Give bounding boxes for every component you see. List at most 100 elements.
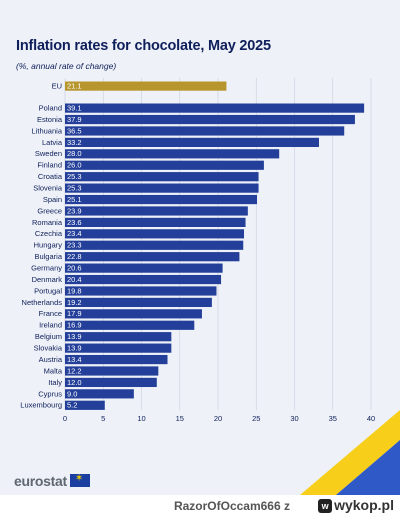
category-label: Croatia (38, 172, 63, 181)
value-label: 20.6 (67, 264, 82, 273)
bar (65, 389, 134, 399)
bar (65, 366, 159, 376)
site-name: wykop.pl (334, 497, 394, 513)
value-label: 16.9 (67, 321, 82, 330)
category-label: Ireland (39, 321, 62, 330)
value-label: 33.2 (67, 138, 82, 147)
bar (65, 114, 355, 125)
chart-subtitle: (%, annual rate of change) (16, 61, 117, 71)
category-label: Germany (31, 264, 62, 273)
category-label: Estonia (37, 115, 63, 124)
x-tick-label: 5 (101, 414, 105, 423)
eu-bar (65, 81, 227, 91)
category-label: Slovenia (33, 184, 63, 193)
x-tick-label: 30 (290, 414, 298, 423)
value-label: 20.4 (67, 275, 82, 284)
eurostat-logo: eurostat (14, 472, 90, 490)
value-label: 37.9 (67, 115, 82, 124)
x-tick-label: 0 (63, 414, 67, 423)
value-label: 25.1 (67, 195, 82, 204)
bar (65, 217, 246, 227)
value-label: 13.4 (67, 355, 82, 364)
category-label: France (39, 309, 62, 318)
category-label: Malta (44, 366, 63, 375)
category-label: Czechia (35, 229, 63, 238)
bar (65, 172, 259, 182)
bar (65, 149, 280, 159)
username-link[interactable]: RazorOfOccam666 z (174, 499, 290, 513)
x-tick-label: 20 (214, 414, 222, 423)
value-label: 13.9 (67, 344, 82, 353)
chart-title: Inflation rates for chocolate, May 2025 (16, 38, 271, 54)
x-tick-label: 40 (367, 414, 375, 423)
category-label: Cyprus (38, 389, 62, 398)
value-label: 19.2 (67, 298, 82, 307)
username: RazorOfOccam666 (173, 499, 281, 513)
category-label: Finland (37, 161, 62, 170)
category-label: Bulgaria (34, 252, 62, 261)
bar-chart: 0 5 10 15 20 25 30 35 40 EU 21.1 Poland 39.1 Estonia 3… (20, 78, 375, 423)
bar (65, 354, 168, 365)
x-tick-label: 25 (252, 414, 260, 423)
category-label: Slovakia (34, 344, 63, 353)
category-label: Lithuania (32, 126, 63, 135)
bar (65, 263, 223, 273)
category-label: Netherlands (22, 298, 63, 307)
bar (65, 297, 212, 308)
value-label: 17.9 (67, 309, 82, 318)
value-label: 5.2 (67, 401, 77, 410)
value-label: 23.3 (67, 241, 82, 250)
value-label: 13.9 (67, 332, 82, 341)
category-label: Romania (32, 218, 63, 227)
bar (65, 103, 365, 113)
bar (65, 194, 258, 205)
bar (65, 332, 172, 342)
wykop-logo-icon: w (318, 499, 333, 514)
x-tick-label: 15 (176, 414, 184, 423)
value-label: 36.5 (67, 126, 82, 135)
bar (65, 309, 202, 319)
value-label: 12.0 (67, 378, 82, 387)
value-label: 23.4 (67, 229, 82, 238)
value-label: 9.0 (67, 389, 77, 398)
category-label: Hungary (34, 241, 63, 250)
site-link[interactable]: w wykop.pl (318, 497, 394, 514)
separator: z (284, 499, 290, 513)
bar (65, 137, 319, 147)
category-label: Sweden (35, 149, 62, 158)
bar (65, 377, 157, 388)
bar (65, 240, 244, 250)
bar (65, 206, 248, 216)
blue-stripe (336, 440, 400, 495)
value-label: 39.1 (67, 104, 82, 113)
value-label: 21.1 (67, 82, 82, 91)
bar (65, 400, 105, 410)
eurostat-wordmark: eurostat (14, 472, 67, 489)
category-label: Denmark (32, 275, 63, 284)
value-label: 25.3 (67, 184, 82, 193)
decorative-stripe (300, 410, 400, 495)
value-label: 22.8 (67, 252, 82, 261)
category-label: Latvia (42, 138, 63, 147)
bar (65, 343, 172, 353)
x-tick-label: 10 (137, 414, 145, 423)
category-label: Spain (43, 195, 62, 204)
bar (65, 320, 195, 330)
value-label: 25.3 (67, 172, 82, 181)
yellow-stripe (300, 410, 400, 495)
category-label: EU (52, 82, 62, 91)
value-label: 23.6 (67, 218, 82, 227)
chart-card: Inflation rates for chocolate, May 2025 … (0, 0, 400, 495)
bar (65, 274, 222, 285)
value-label: 19.8 (67, 286, 82, 295)
value-label: 26.0 (67, 161, 82, 170)
value-label: 28.0 (67, 149, 82, 158)
bar (65, 126, 345, 136)
bar (65, 252, 240, 262)
category-label: Italy (48, 378, 62, 387)
bar (65, 183, 259, 193)
footer-bar: RazorOfOccam666 z w wykop.pl (0, 495, 400, 517)
category-label: Poland (39, 104, 62, 113)
bar (65, 286, 217, 296)
category-label: Austria (39, 355, 63, 364)
